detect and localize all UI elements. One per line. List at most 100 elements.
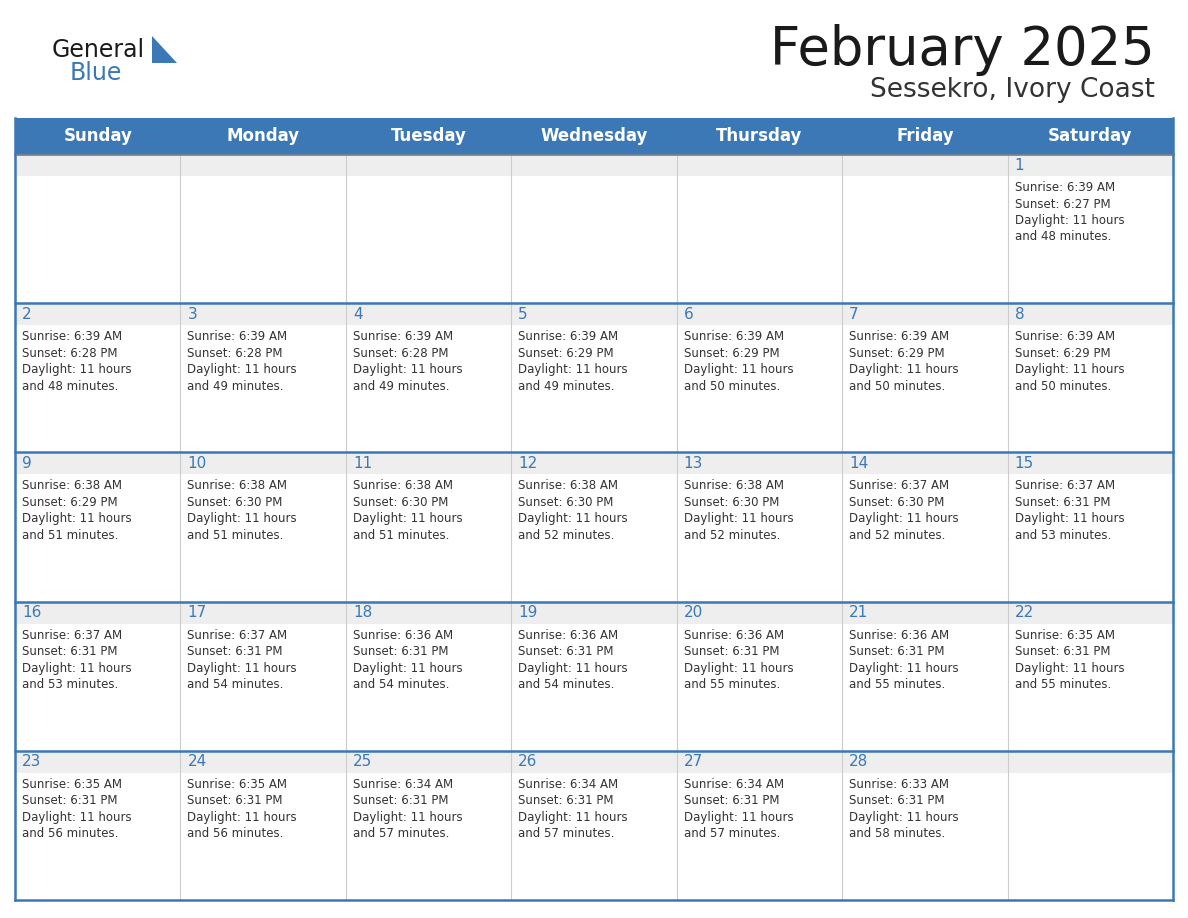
Bar [15, 751, 181, 773]
Bar [842, 601, 1007, 751]
Bar [1007, 303, 1173, 325]
Text: 1: 1 [1015, 158, 1024, 173]
Text: and 56 minutes.: and 56 minutes. [188, 827, 284, 840]
Text: 3: 3 [188, 307, 197, 321]
Text: 5: 5 [518, 307, 527, 321]
Bar [511, 601, 677, 751]
Text: Sunset: 6:30 PM: Sunset: 6:30 PM [353, 496, 448, 509]
Text: Daylight: 11 hours: Daylight: 11 hours [23, 811, 132, 823]
Bar [181, 453, 346, 601]
Text: Sunset: 6:27 PM: Sunset: 6:27 PM [1015, 197, 1111, 210]
Text: Daylight: 11 hours: Daylight: 11 hours [518, 364, 628, 376]
Polygon shape [152, 36, 177, 63]
Text: Wednesday: Wednesday [541, 127, 647, 145]
Text: Sunrise: 6:37 AM: Sunrise: 6:37 AM [1015, 479, 1114, 492]
Text: and 51 minutes.: and 51 minutes. [23, 529, 119, 542]
Bar [181, 154, 346, 303]
Text: Daylight: 11 hours: Daylight: 11 hours [518, 512, 628, 525]
Bar [346, 453, 511, 475]
Text: and 58 minutes.: and 58 minutes. [849, 827, 946, 840]
Text: Sunset: 6:31 PM: Sunset: 6:31 PM [684, 794, 779, 807]
Bar [346, 601, 511, 623]
Bar [181, 601, 346, 623]
Bar [677, 303, 842, 325]
Text: Sunrise: 6:34 AM: Sunrise: 6:34 AM [684, 778, 784, 790]
Text: Daylight: 11 hours: Daylight: 11 hours [188, 364, 297, 376]
Bar [511, 453, 677, 475]
Text: Sunset: 6:30 PM: Sunset: 6:30 PM [684, 496, 779, 509]
Text: Sunset: 6:29 PM: Sunset: 6:29 PM [849, 347, 944, 360]
Text: Sunrise: 6:35 AM: Sunrise: 6:35 AM [23, 778, 122, 790]
Bar [346, 303, 511, 325]
Bar [677, 601, 842, 751]
Text: Sunset: 6:31 PM: Sunset: 6:31 PM [188, 645, 283, 658]
Bar [677, 303, 842, 453]
Bar [346, 154, 511, 303]
Text: Sunset: 6:28 PM: Sunset: 6:28 PM [188, 347, 283, 360]
Text: and 53 minutes.: and 53 minutes. [1015, 529, 1111, 542]
Text: Sunrise: 6:34 AM: Sunrise: 6:34 AM [518, 778, 619, 790]
Bar [842, 154, 1007, 303]
Bar [181, 154, 346, 176]
Text: Sunrise: 6:36 AM: Sunrise: 6:36 AM [353, 629, 453, 642]
Text: and 52 minutes.: and 52 minutes. [684, 529, 781, 542]
Text: Sunset: 6:31 PM: Sunset: 6:31 PM [849, 645, 944, 658]
Text: Sunset: 6:31 PM: Sunset: 6:31 PM [1015, 645, 1110, 658]
Text: Sunrise: 6:38 AM: Sunrise: 6:38 AM [23, 479, 122, 492]
Bar [677, 453, 842, 475]
Text: 17: 17 [188, 605, 207, 620]
Text: Sunset: 6:30 PM: Sunset: 6:30 PM [188, 496, 283, 509]
Bar [511, 751, 677, 900]
Text: Sunset: 6:31 PM: Sunset: 6:31 PM [23, 794, 118, 807]
Text: Sunrise: 6:35 AM: Sunrise: 6:35 AM [1015, 629, 1114, 642]
Bar [511, 303, 677, 453]
Text: Sunrise: 6:36 AM: Sunrise: 6:36 AM [684, 629, 784, 642]
Bar [511, 751, 677, 773]
Text: Sunset: 6:31 PM: Sunset: 6:31 PM [684, 645, 779, 658]
Text: Sunrise: 6:33 AM: Sunrise: 6:33 AM [849, 778, 949, 790]
Text: 13: 13 [684, 456, 703, 471]
Text: Sunset: 6:29 PM: Sunset: 6:29 PM [518, 347, 614, 360]
Text: Sunrise: 6:37 AM: Sunrise: 6:37 AM [23, 629, 122, 642]
Text: Sunset: 6:31 PM: Sunset: 6:31 PM [1015, 496, 1110, 509]
Bar [511, 453, 677, 601]
Bar [677, 154, 842, 176]
Bar [842, 303, 1007, 453]
Text: and 52 minutes.: and 52 minutes. [518, 529, 614, 542]
Text: and 53 minutes.: and 53 minutes. [23, 678, 119, 691]
Bar [346, 303, 511, 453]
Text: Daylight: 11 hours: Daylight: 11 hours [849, 811, 959, 823]
Text: Sunset: 6:29 PM: Sunset: 6:29 PM [1015, 347, 1111, 360]
Text: 11: 11 [353, 456, 372, 471]
Text: Daylight: 11 hours: Daylight: 11 hours [1015, 214, 1124, 227]
Bar [842, 751, 1007, 773]
Bar [842, 601, 1007, 623]
Bar [181, 303, 346, 325]
Bar [1007, 154, 1173, 303]
Text: and 50 minutes.: and 50 minutes. [684, 380, 781, 393]
Text: Daylight: 11 hours: Daylight: 11 hours [188, 811, 297, 823]
Text: February 2025: February 2025 [770, 24, 1155, 76]
Text: Sunrise: 6:35 AM: Sunrise: 6:35 AM [188, 778, 287, 790]
Text: 27: 27 [684, 755, 703, 769]
Text: General: General [52, 38, 145, 62]
Text: Sunrise: 6:38 AM: Sunrise: 6:38 AM [518, 479, 618, 492]
Text: Daylight: 11 hours: Daylight: 11 hours [849, 662, 959, 675]
Text: 7: 7 [849, 307, 859, 321]
Text: and 51 minutes.: and 51 minutes. [353, 529, 449, 542]
Text: Sunset: 6:31 PM: Sunset: 6:31 PM [518, 794, 614, 807]
Text: Sessekro, Ivory Coast: Sessekro, Ivory Coast [870, 77, 1155, 103]
Text: and 56 minutes.: and 56 minutes. [23, 827, 119, 840]
Text: Sunrise: 6:36 AM: Sunrise: 6:36 AM [518, 629, 619, 642]
Bar [181, 303, 346, 453]
Text: Sunrise: 6:39 AM: Sunrise: 6:39 AM [1015, 330, 1114, 343]
Text: and 52 minutes.: and 52 minutes. [849, 529, 946, 542]
Text: 20: 20 [684, 605, 703, 620]
Text: 19: 19 [518, 605, 538, 620]
Text: Saturday: Saturday [1048, 127, 1132, 145]
Text: Daylight: 11 hours: Daylight: 11 hours [684, 364, 794, 376]
Bar [15, 453, 181, 475]
Text: Sunrise: 6:39 AM: Sunrise: 6:39 AM [684, 330, 784, 343]
Text: and 57 minutes.: and 57 minutes. [684, 827, 781, 840]
Bar [346, 453, 511, 601]
